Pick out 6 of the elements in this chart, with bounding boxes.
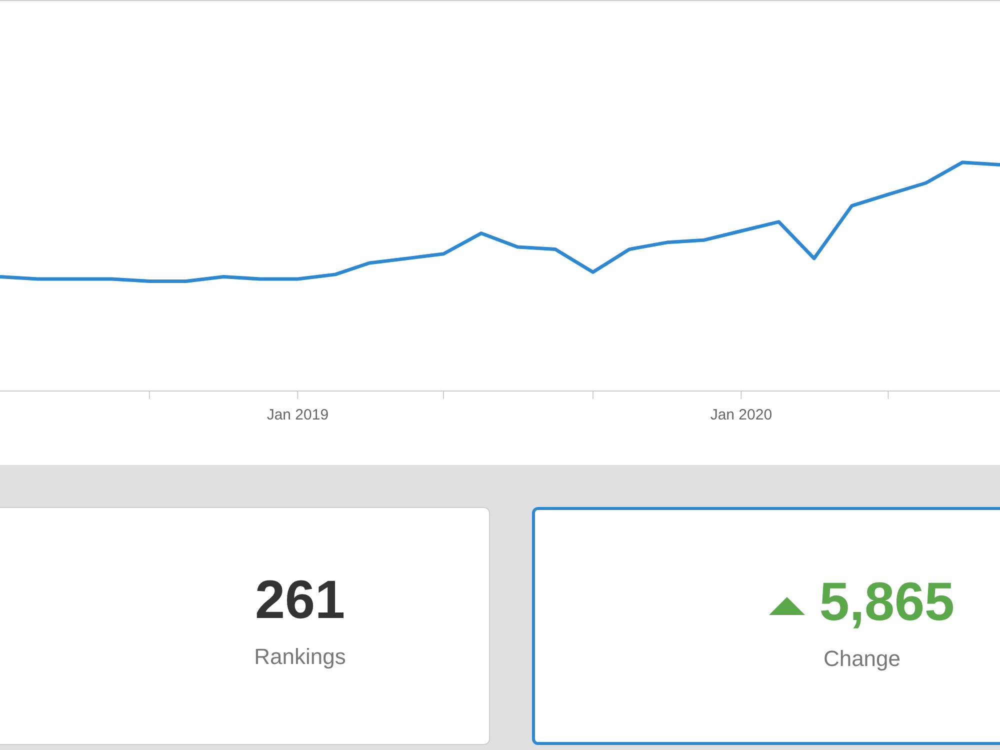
x-tick-label: Jan 2019	[266, 406, 329, 424]
text: Rankings	[253, 644, 347, 670]
text: 261	[254, 570, 346, 630]
text: Change	[822, 646, 902, 672]
text: 5,865	[819, 572, 955, 632]
x-tick-label: Jan 2020	[710, 406, 772, 424]
